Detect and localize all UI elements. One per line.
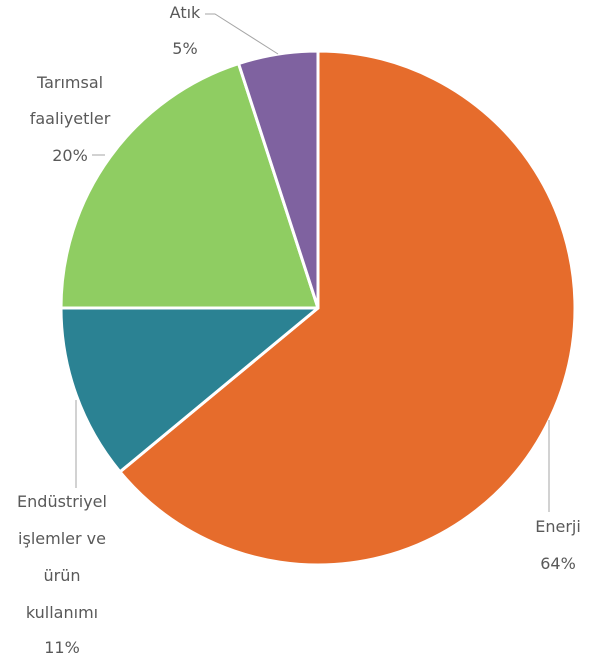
slice-label-agriculture: Tarımsal faaliyetler 20% xyxy=(30,73,111,165)
slice-label-agriculture-value: 20% xyxy=(52,146,88,165)
pie-slice-agriculture xyxy=(59,62,320,310)
slice-label-industrial-name-2: işlemler ve xyxy=(18,529,106,548)
slice-label-energy: Enerji 64% xyxy=(535,517,581,573)
slice-label-industrial: Endüstriyel işlemler ve ürün kullanımı 1… xyxy=(17,492,107,657)
slice-label-industrial-name-1: Endüstriyel xyxy=(17,492,107,511)
slice-label-waste-value: 5% xyxy=(172,39,197,58)
slice-label-waste: Atık 5% xyxy=(170,3,201,58)
slice-label-energy-name: Enerji xyxy=(535,517,581,536)
pie-slice-energy xyxy=(118,49,577,567)
pie-slice-industrial xyxy=(59,306,320,474)
pie-slices xyxy=(59,49,577,567)
slice-label-waste-name: Atık xyxy=(170,3,201,22)
leader-lines xyxy=(75,13,550,512)
slice-label-industrial-name-4: kullanımı xyxy=(26,603,98,622)
slice-label-agriculture-name-2: faaliyetler xyxy=(30,109,111,128)
slice-label-industrial-value: 11% xyxy=(44,638,80,657)
leader-line-waste xyxy=(205,13,279,55)
slice-label-industrial-name-3: ürün xyxy=(44,566,81,585)
slice-label-agriculture-name-1: Tarımsal xyxy=(36,73,103,92)
slice-label-energy-value: 64% xyxy=(540,554,576,573)
